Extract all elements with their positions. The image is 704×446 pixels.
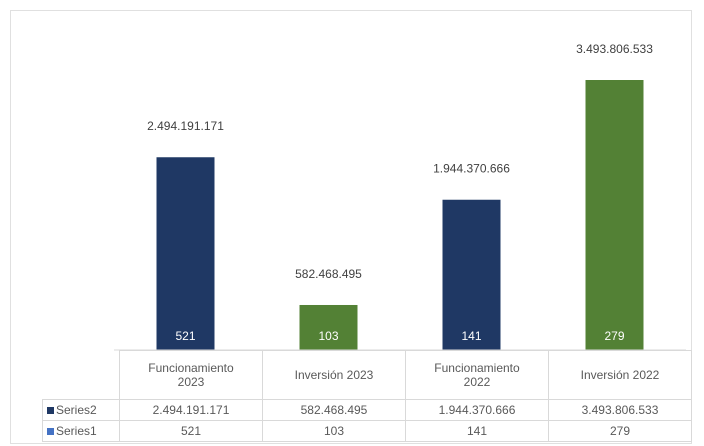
- bar-inner-label-0: 521: [175, 329, 195, 343]
- series2-value-1: 582.468.495: [262, 399, 406, 421]
- series1-value-0: 521: [119, 420, 263, 442]
- bar-0: [156, 157, 215, 350]
- category-label-2-line-0: Funcionamiento: [434, 361, 520, 375]
- series2-value-2: 1.944.370.666: [405, 399, 549, 421]
- category-label-0-line-0: Funcionamiento: [148, 361, 234, 375]
- bar-value-label-3: 3.493.806.533: [576, 42, 653, 56]
- bar-value-label-0: 2.494.191.171: [147, 119, 224, 133]
- bar-3: [585, 80, 644, 350]
- series2-swatch-icon: [47, 407, 54, 415]
- category-header-3: Inversión 2022: [548, 350, 692, 400]
- category-label-0-line-1: 2023: [177, 375, 205, 389]
- series1-value-3: 279: [548, 420, 692, 442]
- bar-inner-label-3: 279: [604, 329, 624, 343]
- series1-name: Series1: [56, 424, 97, 438]
- table-header-row: Funcionamiento 2023 Inversión 2023 Funcio…: [42, 350, 692, 400]
- bar-value-label-2: 1.944.370.666: [433, 162, 510, 176]
- chart-frame: [10, 10, 692, 444]
- bar-inner-label-2: 141: [461, 329, 481, 343]
- category-header-2: Funcionamiento 2022: [405, 350, 549, 400]
- series2-value-3: 3.493.806.533: [548, 399, 692, 421]
- category-label-2-line-1: 2022: [463, 375, 491, 389]
- bar-1: [299, 304, 358, 350]
- table-corner: [42, 350, 120, 400]
- chart-data-table: Funcionamiento 2023 Inversión 2023 Funcio…: [42, 350, 692, 442]
- series1-swatch-icon: [47, 428, 54, 436]
- bar-value-label-1: 582.468.495: [295, 267, 362, 281]
- bar-inner-label-1: 103: [318, 329, 338, 343]
- category-label-3-line-0: Inversión 2022: [580, 368, 660, 382]
- legend-series2: Series2: [42, 399, 120, 421]
- series2-name: Series2: [56, 403, 97, 417]
- series2-value-0: 2.494.191.171: [119, 399, 263, 421]
- legend-series1: Series1: [42, 420, 120, 442]
- table-row-series1: Series1 521 103 141 279: [42, 420, 692, 442]
- table-row-series2: Series2 2.494.191.171 582.468.495 1.944.…: [42, 399, 692, 421]
- category-header-1: Inversión 2023: [262, 350, 406, 400]
- bar-2: [442, 199, 501, 350]
- category-header-0: Funcionamiento 2023: [119, 350, 263, 400]
- category-label-1-line-0: Inversión 2023: [294, 368, 374, 382]
- series1-value-2: 141: [405, 420, 549, 442]
- series1-value-1: 103: [262, 420, 406, 442]
